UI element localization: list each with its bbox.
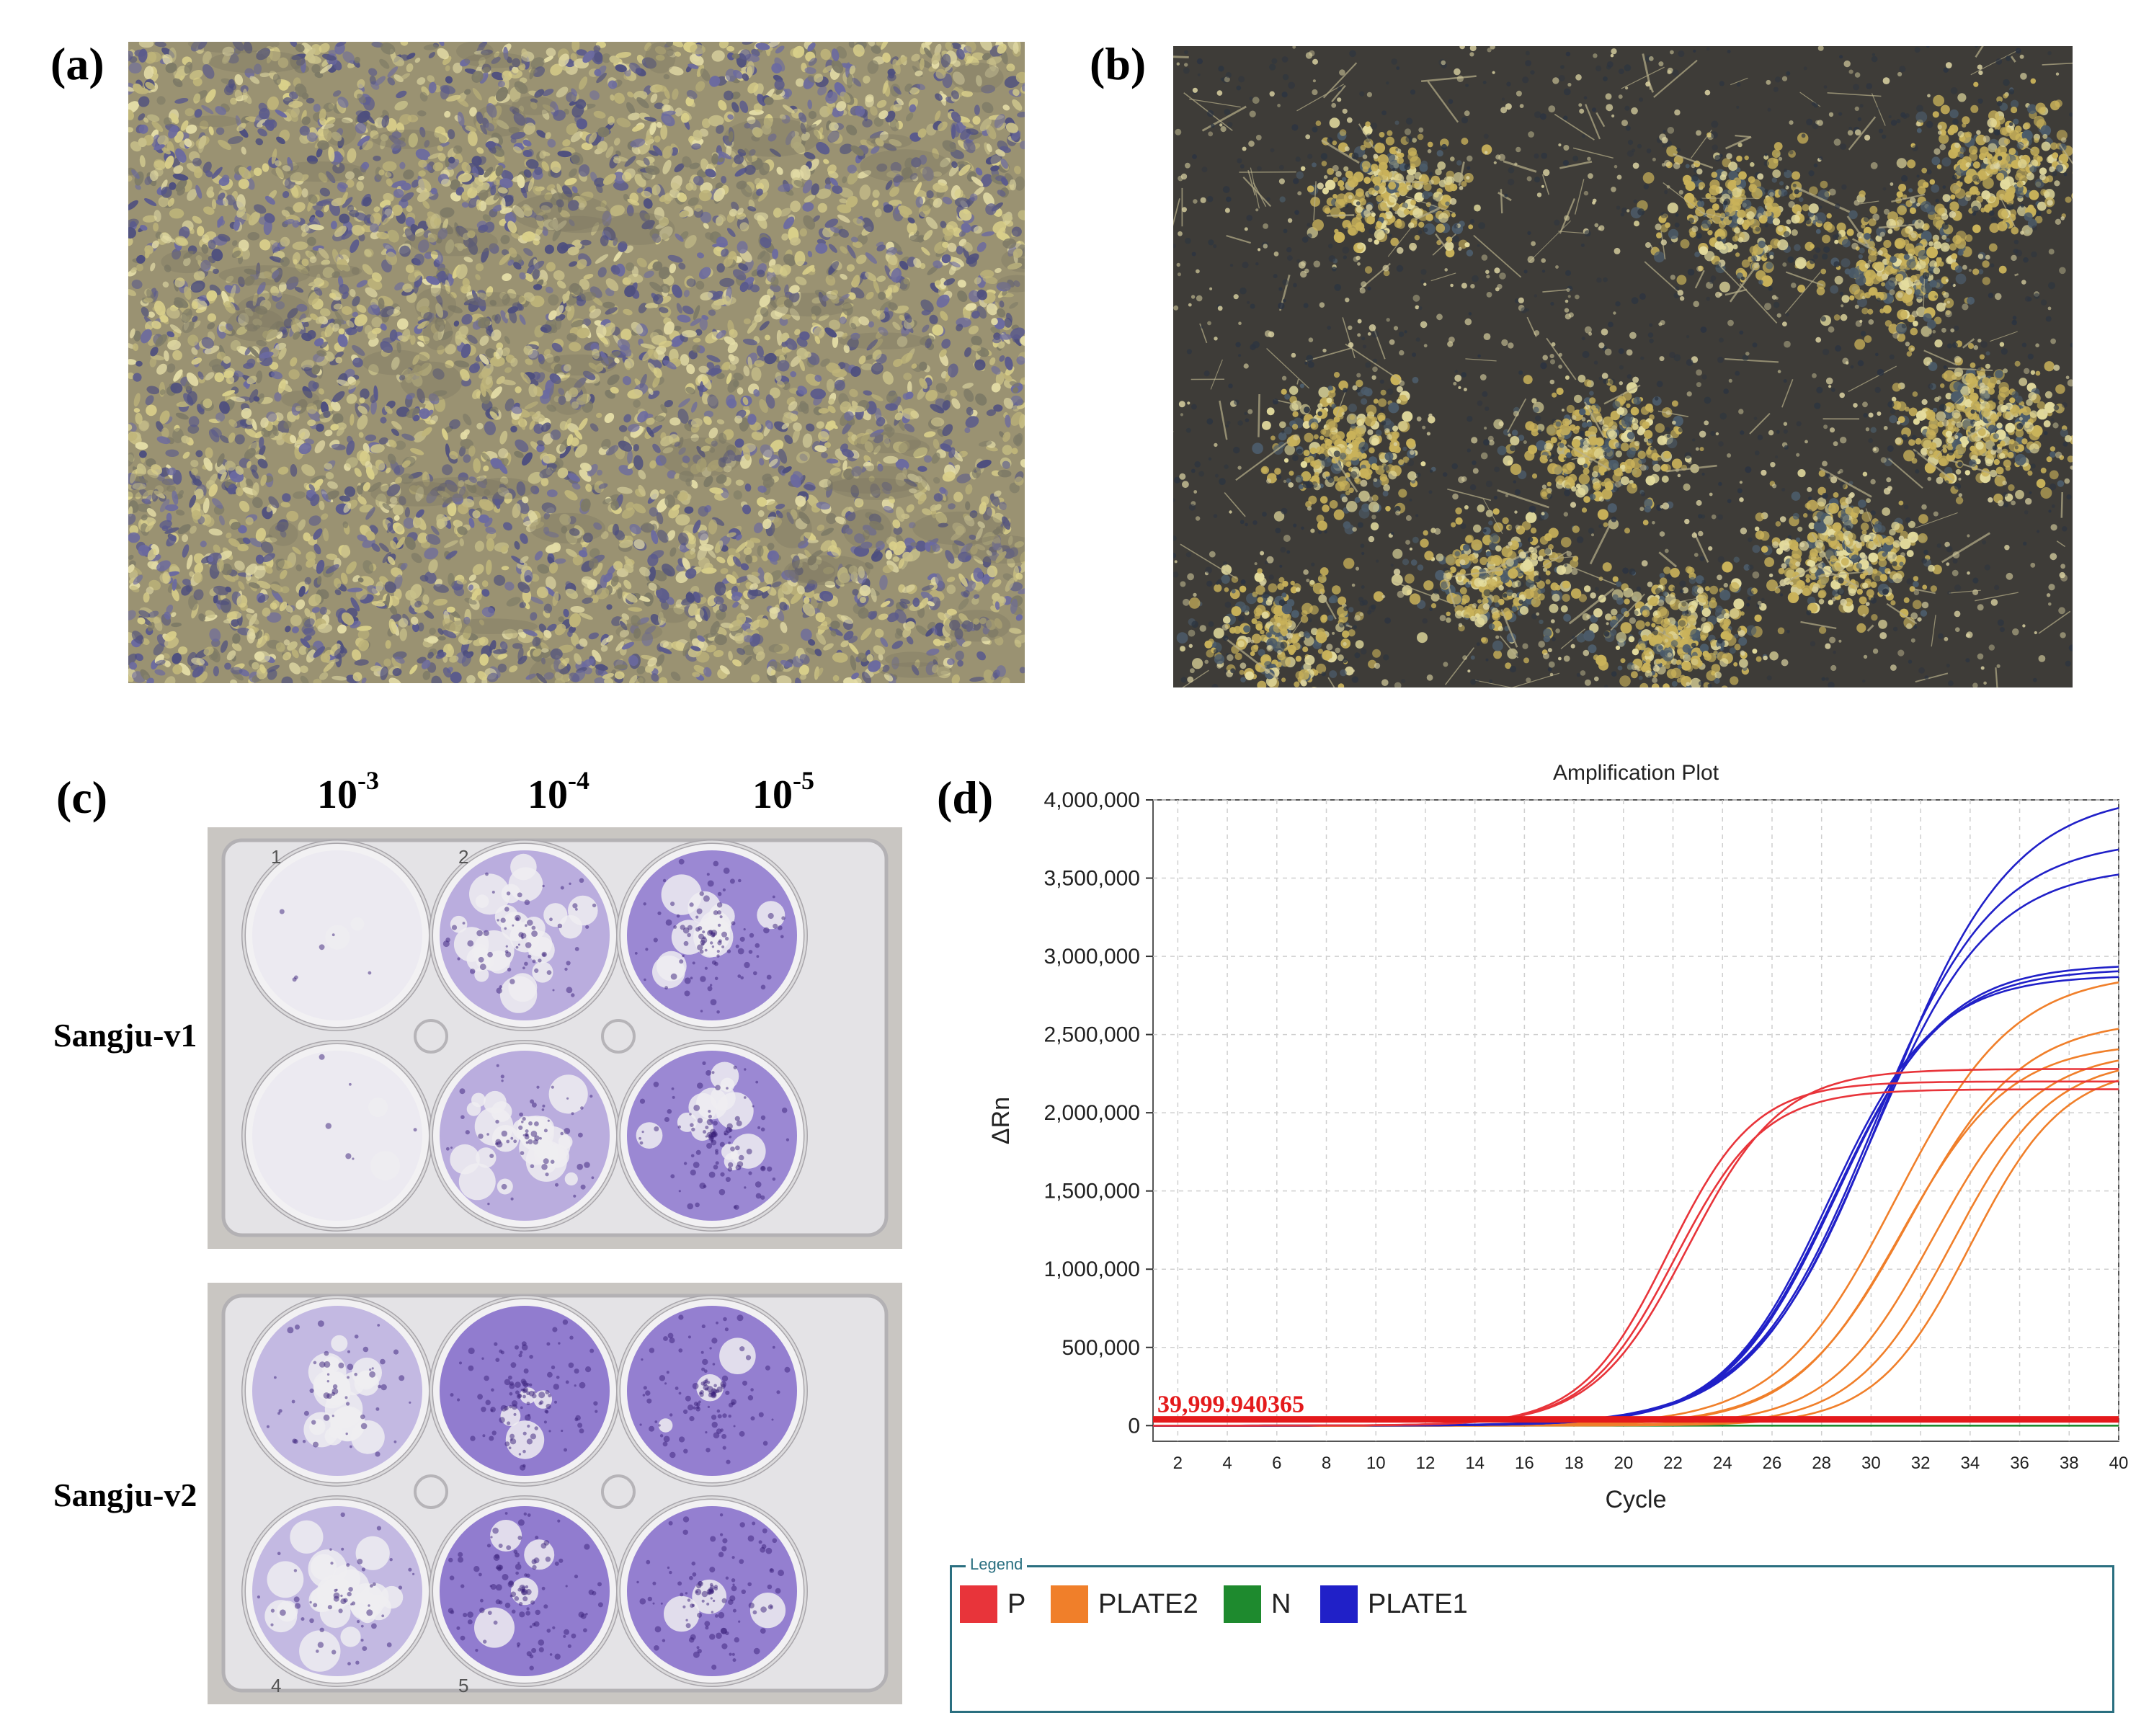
x-tick-label: 16	[1515, 1454, 1534, 1473]
well-number: 4	[271, 1675, 281, 1696]
x-tick-label: 22	[1663, 1454, 1683, 1473]
legend-label-n: N	[1271, 1588, 1291, 1619]
y-axis-label: ΔRn	[987, 1097, 1015, 1144]
panel-d-label: (d)	[937, 772, 994, 823]
plate-well	[616, 1040, 808, 1232]
micrograph-b	[1173, 46, 2073, 687]
plot-area	[1152, 799, 2119, 1442]
plate-well	[429, 1495, 620, 1687]
plate-well	[241, 1495, 433, 1687]
plate-well	[429, 1295, 620, 1487]
y-tick-label: 0	[1128, 1414, 1140, 1438]
plate-well	[429, 1040, 620, 1232]
y-tick-label: 2,500,000	[1044, 1023, 1140, 1047]
x-tick-label: 38	[2060, 1454, 2079, 1473]
x-tick-label: 24	[1713, 1454, 1732, 1473]
plate-well	[241, 840, 433, 1031]
x-tick-label: 2	[1173, 1454, 1183, 1473]
x-tick-label: 10	[1366, 1454, 1386, 1473]
y-tick-label: 500,000	[1062, 1336, 1140, 1360]
y-tick-label: 1,000,000	[1044, 1258, 1140, 1281]
dilution-label-2: 10-4	[528, 766, 589, 817]
x-tick-label: 14	[1465, 1454, 1485, 1473]
y-tick-label: 3,500,000	[1044, 867, 1140, 891]
x-tick-label: 8	[1322, 1454, 1331, 1473]
x-tick-label: 28	[1812, 1454, 1831, 1473]
legend-box	[950, 1565, 2114, 1713]
x-tick-label: 26	[1763, 1454, 1782, 1473]
x-tick-label: 18	[1565, 1454, 1584, 1473]
chart-title: Amplification Plot	[1553, 761, 1719, 785]
x-tick-label: 40	[2109, 1454, 2129, 1473]
legend-item-plate1: PLATE1	[1320, 1585, 1468, 1623]
y-tick-label: 3,000,000	[1044, 945, 1140, 969]
legend-item-plate2: PLATE2	[1051, 1585, 1198, 1623]
threshold-label: 39,999.940365	[1157, 1392, 1304, 1418]
plate-well	[616, 1495, 808, 1687]
plate-well	[241, 1040, 433, 1232]
series-line-p	[1153, 1068, 2119, 1427]
plate-well	[241, 1295, 433, 1487]
plate-well	[616, 840, 808, 1031]
x-axis-label: Cycle	[1605, 1486, 1666, 1513]
x-tick-label: 12	[1416, 1454, 1436, 1473]
y-tick-label: 2,000,000	[1044, 1101, 1140, 1125]
micrograph-a	[128, 42, 1025, 683]
legend-swatch-n	[1224, 1585, 1261, 1623]
legend-item-n: N	[1224, 1585, 1291, 1623]
y-tick-label: 1,500,000	[1044, 1180, 1140, 1203]
panel-b-label: (b)	[1090, 38, 1147, 89]
panel-c-label: (c)	[56, 772, 108, 823]
x-tick-label: 20	[1614, 1454, 1633, 1473]
legend-label-plate1: PLATE1	[1368, 1588, 1468, 1619]
legend-swatch-plate2	[1051, 1585, 1088, 1623]
x-tick-label: 6	[1272, 1454, 1281, 1473]
x-tick-label: 30	[1861, 1454, 1881, 1473]
x-tick-label: 32	[1911, 1454, 1931, 1473]
micrograph-a-image	[128, 42, 1025, 683]
micrograph-b-image	[1173, 46, 2073, 687]
legend-item-p: P	[960, 1585, 1025, 1623]
legend-swatch-p	[960, 1585, 997, 1623]
well-number: 2	[458, 846, 468, 868]
well-number: 1	[271, 846, 281, 868]
x-tick-label: 34	[1960, 1454, 1980, 1473]
row-label-sangju-v2: Sangju-v2	[53, 1477, 197, 1513]
legend-label-plate2: PLATE2	[1098, 1588, 1198, 1619]
row-label-sangju-v1: Sangju-v1	[53, 1017, 197, 1054]
legend-swatch-plate1	[1320, 1585, 1358, 1623]
legend-label-p: P	[1007, 1588, 1026, 1619]
dilution-label-3: 10-5	[752, 766, 814, 817]
dilution-label-1: 10-3	[317, 766, 379, 817]
x-tick-label: 36	[2010, 1454, 2029, 1473]
y-tick-label: 4,000,000	[1044, 788, 1140, 812]
plate-well	[616, 1295, 808, 1487]
plate-well	[429, 840, 620, 1031]
legend-title: Legend	[966, 1555, 1028, 1574]
x-tick-label: 4	[1222, 1454, 1232, 1473]
panel-a-label: (a)	[50, 38, 104, 89]
well-number: 5	[458, 1675, 468, 1696]
